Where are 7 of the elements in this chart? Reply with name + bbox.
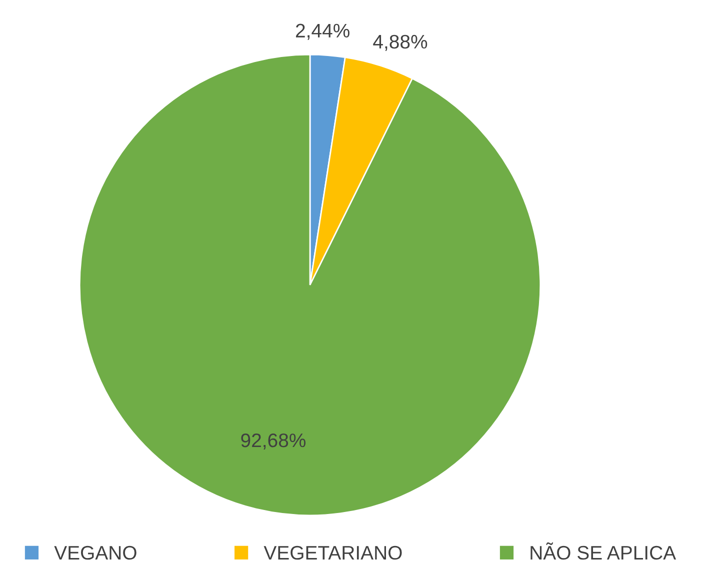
legend-label: VEGANO — [54, 546, 136, 560]
legend-label: VEGETARIANO — [264, 546, 402, 560]
data-label: 92,68% — [241, 433, 306, 450]
data-label: 2,44% — [296, 24, 350, 40]
legend-label: NÃO SE APLICA — [530, 542, 676, 560]
pie-slice — [78, 54, 542, 516]
data-label: 4,88% — [373, 34, 428, 51]
